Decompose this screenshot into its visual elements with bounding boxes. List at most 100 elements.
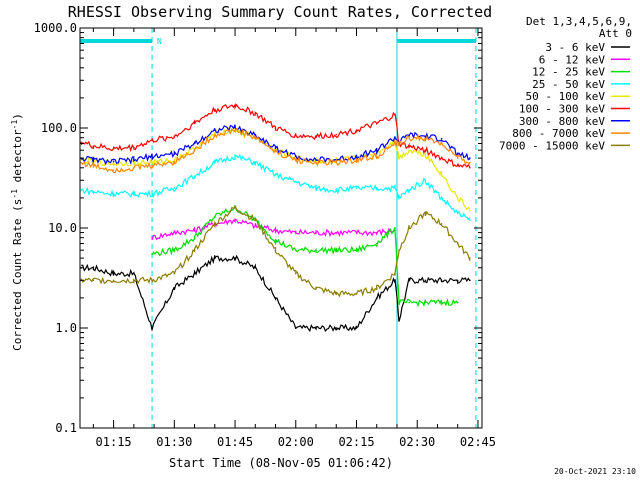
series-7-point-19 (408, 134, 410, 136)
series-line-4 (81, 153, 471, 221)
series-7-point-22 (456, 153, 459, 155)
series-2-point-11 (274, 229, 277, 232)
series-1-point-22 (456, 279, 459, 282)
series-4-point-8 (214, 161, 216, 164)
series-4-point-5 (151, 192, 153, 195)
timestamp: 20-Oct-2021 23:10 (554, 467, 636, 476)
series-1-point-14 (335, 327, 338, 329)
series-9-point-17 (394, 272, 396, 275)
series-8-point-8 (214, 134, 216, 136)
series-9-point-21 (440, 223, 443, 225)
series-1-point-20 (424, 279, 427, 282)
series-5-point-18 (398, 157, 400, 159)
series-1-point-15 (355, 327, 358, 329)
series-4-point-19 (408, 189, 410, 191)
series-9-point-6 (173, 272, 176, 275)
x-tick-label-3: 01:45 (217, 435, 253, 449)
y-tick-label-1: 0.1 (55, 421, 77, 435)
series-1-point-9 (234, 257, 236, 259)
series-line-3 (151, 204, 459, 308)
series-7-point-4 (133, 159, 135, 161)
series-8-point-7 (193, 149, 196, 151)
legend-label-2: 6 - 12 keV (539, 53, 606, 66)
legend-label-7: 300 - 800 keV (519, 115, 605, 128)
series-8-point-11 (274, 150, 277, 153)
series-7-point-15 (355, 155, 358, 158)
axes: 0.1 1.0 10.0 100.0 1000.0 01:15 01:30 01:45 02:0… (34, 21, 496, 449)
series-7-point-9 (234, 126, 236, 128)
series-3-point-13 (315, 249, 317, 251)
series-3-point-17 (394, 227, 396, 229)
series-7-point-11 (274, 147, 277, 149)
series-8-point-15 (355, 159, 358, 161)
series-1-point-4 (133, 272, 135, 275)
series-3-point-19 (408, 301, 410, 304)
series-9-point-19 (408, 227, 410, 229)
x-tick-label-6: 02:30 (399, 435, 435, 449)
series-3 (151, 204, 459, 308)
series-4 (80, 153, 471, 221)
series-4-point-20 (424, 179, 427, 182)
series-8-point-2 (92, 164, 95, 167)
series-5-point-6 (173, 159, 176, 161)
series-6 (80, 102, 471, 169)
series-6-point-21 (440, 157, 443, 159)
series-8-point-10 (254, 136, 257, 139)
series-9-point-3 (112, 279, 115, 282)
y-tick-label-2: 1.0 (55, 321, 77, 335)
series-1-point-23 (469, 279, 471, 282)
series-1-point-7 (193, 272, 196, 275)
series-3-point-12 (294, 249, 297, 251)
series-7-point-20 (424, 135, 427, 138)
series-1-point-18 (398, 319, 400, 321)
series-1-point-8 (214, 257, 216, 259)
series-5-point-19 (408, 149, 410, 151)
chart-title: RHESSI Observing Summary Count Rates, Co… (68, 3, 492, 21)
plot-area: N (79, 28, 477, 428)
series-9-point-8 (214, 223, 216, 225)
series-4-point-7 (193, 175, 196, 177)
series-9 (80, 205, 471, 298)
legend-label-9: 7000 - 15000 keV (499, 139, 605, 152)
series-6-point-2 (92, 145, 95, 147)
series-9-point-15 (355, 292, 358, 295)
series-4-point-18 (398, 197, 400, 199)
series-4-point-11 (274, 174, 277, 176)
series-9-point-13 (315, 287, 317, 290)
series-9-point-10 (254, 219, 257, 221)
series-7-point-6 (173, 153, 176, 155)
series-5-point-22 (456, 197, 459, 199)
series-8-point-4 (133, 166, 135, 169)
series-5-point-23 (469, 209, 471, 212)
series-4-point-15 (355, 187, 358, 190)
series-1-point-19 (408, 279, 410, 282)
series-8-point-3 (112, 169, 115, 171)
series-6-point-5 (151, 139, 153, 142)
series-1-point-11 (274, 297, 277, 299)
series-6-point-23 (469, 166, 471, 169)
legend-header-line-2: Att 0 (599, 27, 632, 40)
series-9-point-23 (469, 257, 471, 259)
series-6-point-14 (335, 133, 338, 136)
series-4-point-13 (315, 187, 317, 190)
series-7-point-17 (394, 136, 396, 139)
series-1-point-2 (92, 266, 95, 269)
series-3-point-22 (456, 301, 459, 304)
series-6-point-12 (294, 134, 297, 137)
series-1-point-3 (112, 272, 115, 275)
series-5-point-4 (133, 161, 135, 164)
series-8-point-19 (408, 136, 410, 139)
series-3-point-20 (424, 301, 427, 304)
series-line-6 (80, 102, 471, 168)
series-4-point-14 (335, 189, 338, 191)
x-tick-label-2: 01:30 (156, 435, 192, 449)
series-4-point-3 (112, 192, 115, 195)
series-7-point-13 (315, 159, 317, 161)
series-3-point-6 (173, 249, 176, 251)
x-tick-label-5: 02:15 (338, 435, 374, 449)
series-4-point-10 (254, 161, 257, 164)
legend-label-1: 3 - 6 keV (545, 41, 605, 54)
series-9-point-20 (424, 212, 427, 215)
